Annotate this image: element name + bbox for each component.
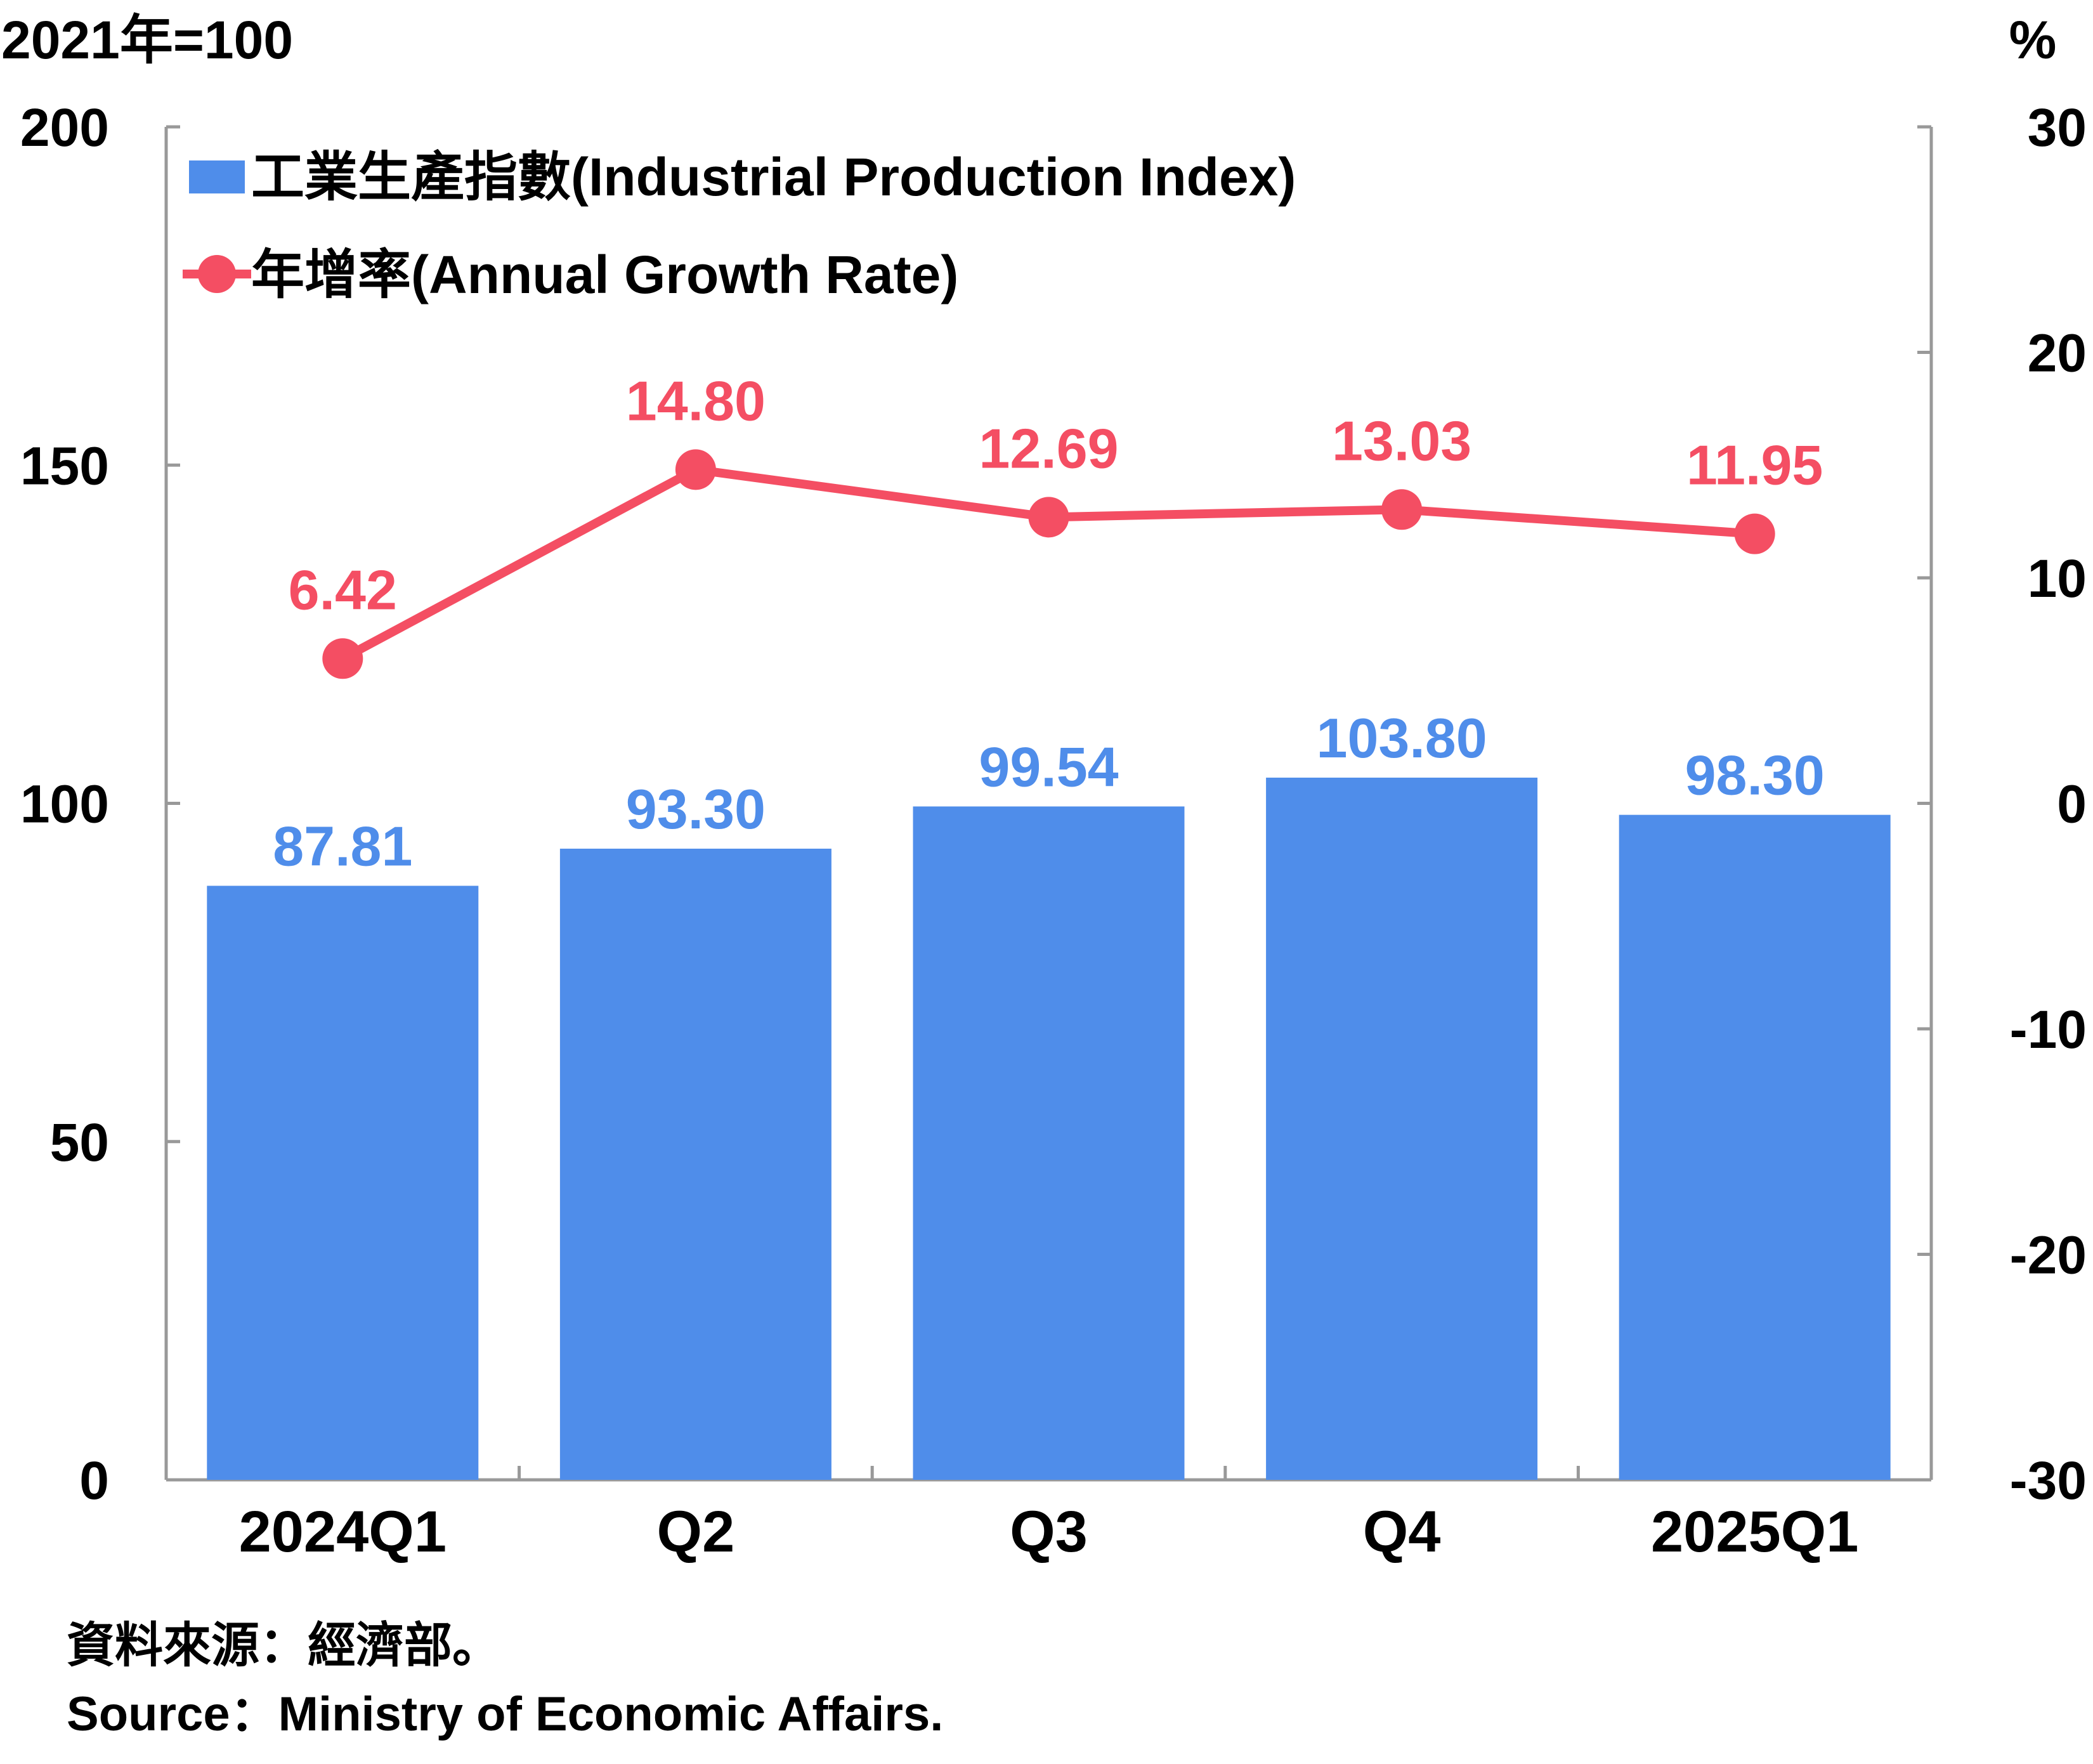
- left-axis-tick-label: 150: [20, 436, 109, 495]
- growth-line-point: [322, 638, 363, 679]
- right-axis-tick-label: -20: [2010, 1225, 2087, 1285]
- bar: [207, 885, 479, 1480]
- bar: [913, 806, 1185, 1480]
- growth-line-data-label: 14.80: [626, 369, 766, 432]
- left-axis-tick-label: 100: [20, 774, 109, 834]
- x-axis-category-label: 2025Q1: [1651, 1499, 1858, 1564]
- growth-line-data-label: 6.42: [289, 558, 397, 621]
- right-axis-tick-label: 10: [2028, 549, 2087, 608]
- legend-bar-swatch: [189, 160, 245, 193]
- left-axis-tick-label: 0: [79, 1451, 109, 1510]
- bar-data-label: 99.54: [979, 735, 1118, 798]
- right-axis-tick-label: -30: [2010, 1451, 2087, 1510]
- x-axis-category-label: Q4: [1363, 1499, 1441, 1564]
- legend-line-marker: [198, 255, 236, 293]
- source-zh: 資料來源：經濟部。: [67, 1619, 500, 1673]
- legend: 工業生產指數(Industrial Production Index) 年增率(A…: [183, 147, 1296, 304]
- bar-data-label: 93.30: [626, 778, 766, 840]
- right-axis-tick-label: -10: [2010, 1000, 2087, 1059]
- bar-data-label: 103.80: [1317, 707, 1487, 769]
- growth-line-point: [1734, 513, 1775, 554]
- source-en: Source：Ministry of Economic Affairs.: [67, 1687, 943, 1741]
- right-axis-tick-label: 0: [2057, 774, 2087, 834]
- bar: [559, 848, 831, 1480]
- left-axis-tick-label: 50: [50, 1113, 109, 1172]
- left-axis-unit-label: 2021年=100: [1, 10, 293, 70]
- growth-line: 6.42 14.80 12.69 13.03 11.95: [289, 369, 1823, 679]
- growth-line-point: [1028, 497, 1069, 538]
- legend-bar-label: 工業生產指數(Industrial Production Index): [251, 147, 1296, 207]
- x-axis-category-label: Q2: [657, 1499, 735, 1564]
- growth-line-point: [675, 449, 716, 490]
- legend-line-label: 年增率(Annual Growth Rate): [251, 245, 958, 304]
- growth-line-data-label: 11.95: [1686, 434, 1823, 497]
- x-axis-category-label: Q3: [1010, 1499, 1088, 1564]
- right-axis-unit-label: %: [2009, 10, 2057, 70]
- growth-line-data-label: 12.69: [979, 417, 1118, 480]
- x-axis-category-label: 2024Q1: [239, 1499, 447, 1564]
- growth-line-data-label: 13.03: [1332, 409, 1471, 472]
- bar: [1266, 777, 1538, 1480]
- growth-line-point: [1381, 489, 1423, 530]
- bar-data-label: 87.81: [273, 815, 412, 878]
- bars: 87.81 93.30 99.54 103.80 98.30: [207, 707, 1891, 1480]
- bar: [1619, 814, 1891, 1480]
- bar-data-label: 98.30: [1685, 744, 1825, 807]
- axes: 0 50 100 150 200 -30 -20 -10 0 10 20 30 2024Q1 Q2 Q3 Q4…: [20, 98, 2087, 1564]
- left-axis-tick-label: 200: [20, 98, 109, 157]
- right-axis-tick-label: 30: [2028, 98, 2087, 157]
- right-axis-tick-label: 20: [2028, 323, 2087, 383]
